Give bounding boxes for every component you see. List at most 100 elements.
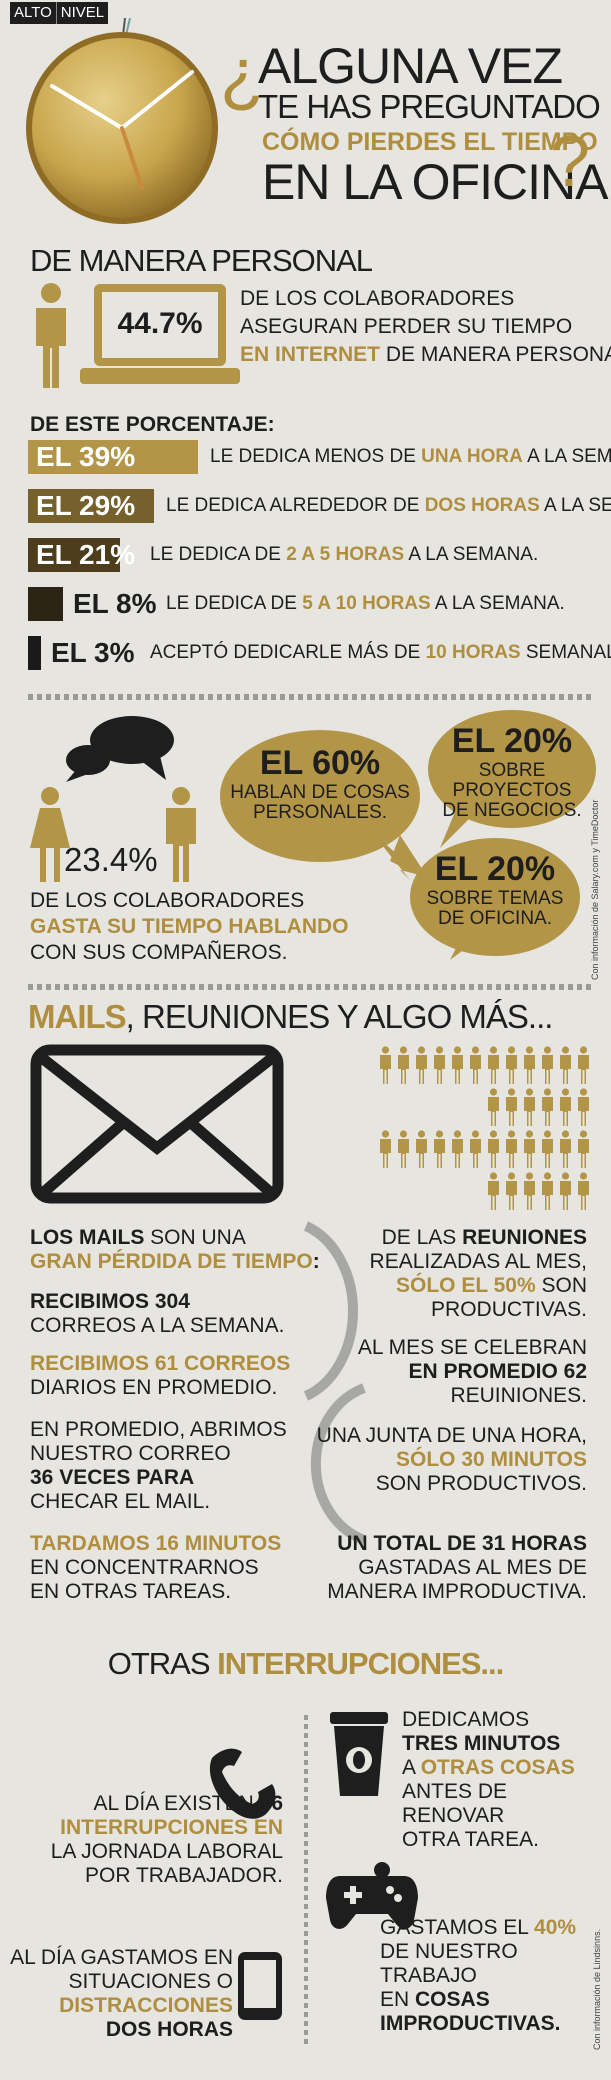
breakdown-text-highlight: UNA HORA [421, 446, 523, 467]
person-icon [434, 1130, 445, 1168]
person-icon [560, 1046, 571, 1084]
crowd-row [378, 1130, 591, 1168]
otras-a2: INTERRUPCIONES EN [60, 1816, 283, 1839]
otras-a1: AL DÍA EXISTEN [93, 1792, 260, 1815]
mails-d2: NUESTRO CORREO [30, 1442, 231, 1465]
otras-d1: GASTAMOS EL [380, 1916, 535, 1939]
person-icon [488, 1172, 499, 1210]
person-icon [524, 1088, 535, 1126]
otras-title-2: INTERRUPCIONES... [217, 1646, 504, 1681]
otras-title-1: OTRAS [107, 1646, 218, 1681]
bubble-office-pct: EL 20% [434, 850, 556, 888]
person-icon [542, 1046, 553, 1084]
mails-title-gold: MAILS [28, 998, 127, 1035]
breakdown-text-highlight: 5 A 10 HORAS [302, 593, 431, 614]
otras-b3: DISTRACCIONES [59, 1994, 233, 2017]
person-icon [398, 1046, 409, 1084]
otras-d3: EN [380, 1988, 416, 2011]
person-icon [434, 1046, 445, 1084]
coffee-cup-icon [330, 1712, 388, 1796]
otras-d3b: COSAS [415, 1988, 490, 2011]
otras-c3: A [402, 1756, 421, 1779]
breakdown-text-pre: LE DEDICA DE [150, 544, 287, 565]
mails-rc3: SON PRODUCTIVOS. [375, 1472, 587, 1495]
breakdown-pct: EL 21% [36, 539, 136, 570]
breakdown-bar [28, 538, 120, 572]
mails-e2: EN CONCENTRARNOS [30, 1556, 259, 1579]
mails-d3: 36 VECES PARA [30, 1466, 195, 1489]
otras-c5: OTRA TAREA. [402, 1828, 539, 1851]
person-icon [452, 1130, 463, 1168]
otras-c2: TRES MINUTOS [402, 1732, 561, 1755]
otras-c4: ANTES DE RENOVAR [402, 1780, 508, 1827]
person-icon [506, 1172, 517, 1210]
person-icon [560, 1088, 571, 1126]
breakdown-bar [28, 440, 198, 474]
mails-ra4: PRODUCTIVAS. [431, 1298, 587, 1321]
person-icon [578, 1046, 589, 1084]
breakdown-bar [28, 587, 63, 621]
otras-a: AL DÍA EXISTEN 56 INTERRUPCIONES EN LA J… [51, 1792, 283, 1888]
breakdown-text: LE DEDICA DE 5 A 10 HORAS A LA SEMANA. [166, 587, 565, 621]
envelope-icon [30, 1044, 284, 1204]
mails-head-1: LOS MAILS [30, 1226, 145, 1249]
personal-text-1: DE LOS COLABORADORES [240, 287, 515, 310]
person-icon [416, 1046, 427, 1084]
bubble-business-l1: SOBRE PROYECTOS [452, 760, 572, 801]
mails-rb3: REUINIONES. [450, 1384, 587, 1407]
breakdown-pct: EL 29% [36, 490, 136, 521]
otras-source: Con información de Lindsinns. [592, 1928, 602, 2050]
personal-highlight: EN INTERNET [240, 343, 381, 366]
otras-a3: LA JORNADA LABORAL [50, 1840, 283, 1863]
bubble-office-l2: DE OFICINA. [437, 908, 552, 929]
mails-rb1: AL MES SE CELEBRAN [357, 1336, 587, 1359]
mails-right-b: AL MES SE CELEBRAN EN PROMEDIO 62 REUINI… [358, 1336, 587, 1408]
smartphone-icon [238, 1952, 282, 2020]
person-icon [506, 1130, 517, 1168]
divider-1 [28, 694, 593, 700]
gamepad-icon [326, 1862, 418, 1929]
mails-left-c: RECIBIMOS 61 CORREOS DIARIOS EN PROMEDIO… [30, 1352, 290, 1400]
header-line-2: TE HAS PREGUNTADO [258, 88, 601, 125]
personal-text-3: EN INTERNET DE MANERA PERSONAL. [240, 342, 611, 367]
mails-e3: EN OTRAS TAREAS. [30, 1580, 232, 1603]
person-icon [470, 1130, 481, 1168]
mails-rb2: EN PROMEDIO 62 [408, 1360, 587, 1383]
otras-c3b: OTRAS COSAS [420, 1756, 575, 1779]
person-icon [506, 1046, 517, 1084]
mails-ra3: SÓLO EL 50% [395, 1274, 536, 1297]
otras-a1b: 56 [259, 1792, 283, 1815]
crowd-row [486, 1088, 591, 1126]
breakdown-pct: EL 3% [51, 637, 135, 668]
breakdown-text-post: A LA SEMANA. [527, 446, 611, 467]
breakdown-bar [28, 489, 154, 523]
otras-b1: AL DÍA GASTAMOS EN [10, 1946, 233, 1969]
header-line-1: ALGUNA VEZ [258, 38, 563, 94]
brand-alto: ALTO [10, 2, 56, 24]
mails-ra2: REALIZADAS AL MES, [369, 1250, 587, 1273]
breakdown-text-pre: LE DEDICA DE [166, 593, 303, 614]
otras-vertical-divider [304, 1714, 308, 2044]
breakdown-text-highlight: 10 HORAS [425, 642, 521, 663]
breakdown-text-highlight: 2 A 5 HORAS [286, 544, 405, 565]
person-icon [578, 1130, 589, 1168]
mails-c2: DIARIOS EN PROMEDIO. [30, 1376, 278, 1399]
bubble-business-pct: EL 20% [451, 722, 573, 760]
man-icon [166, 787, 196, 882]
breakdown-pct: EL 39% [36, 441, 136, 472]
breakdown-text-post: A LA SEMANA. [430, 593, 565, 614]
breakdown-text-pre: LE DEDICA ALREDEDOR DE [166, 495, 425, 516]
mails-rd3: MANERA IMPRODUCTIVA. [327, 1580, 587, 1603]
mails-title: MAILS, REUNIONES Y ALGO MÁS... [28, 998, 553, 1036]
mails-left-b: RECIBIMOS 304 CORREOS A LA SEMANA. [30, 1290, 284, 1338]
talk-percent: 23.4% [64, 841, 158, 878]
breakdown-text: LE DEDICA MENOS DE UNA HORA A LA SEMANA. [210, 440, 611, 474]
person-icon [524, 1172, 535, 1210]
mails-right-c: UNA JUNTA DE UNA HORA, SÓLO 30 MINUTOS S… [317, 1424, 587, 1496]
personal-text-3-rest: DE MANERA PERSONAL. [380, 343, 611, 366]
brand-nivel: NIVEL [55, 2, 109, 24]
otras-b: AL DÍA GASTAMOS EN SITUACIONES O DISTRAC… [10, 1946, 233, 2042]
talk-text-2: GASTA SU TIEMPO HABLANDO [30, 915, 349, 938]
person-icon [380, 1046, 391, 1084]
breakdown-text-post: A LA SEMANA. [404, 544, 539, 565]
